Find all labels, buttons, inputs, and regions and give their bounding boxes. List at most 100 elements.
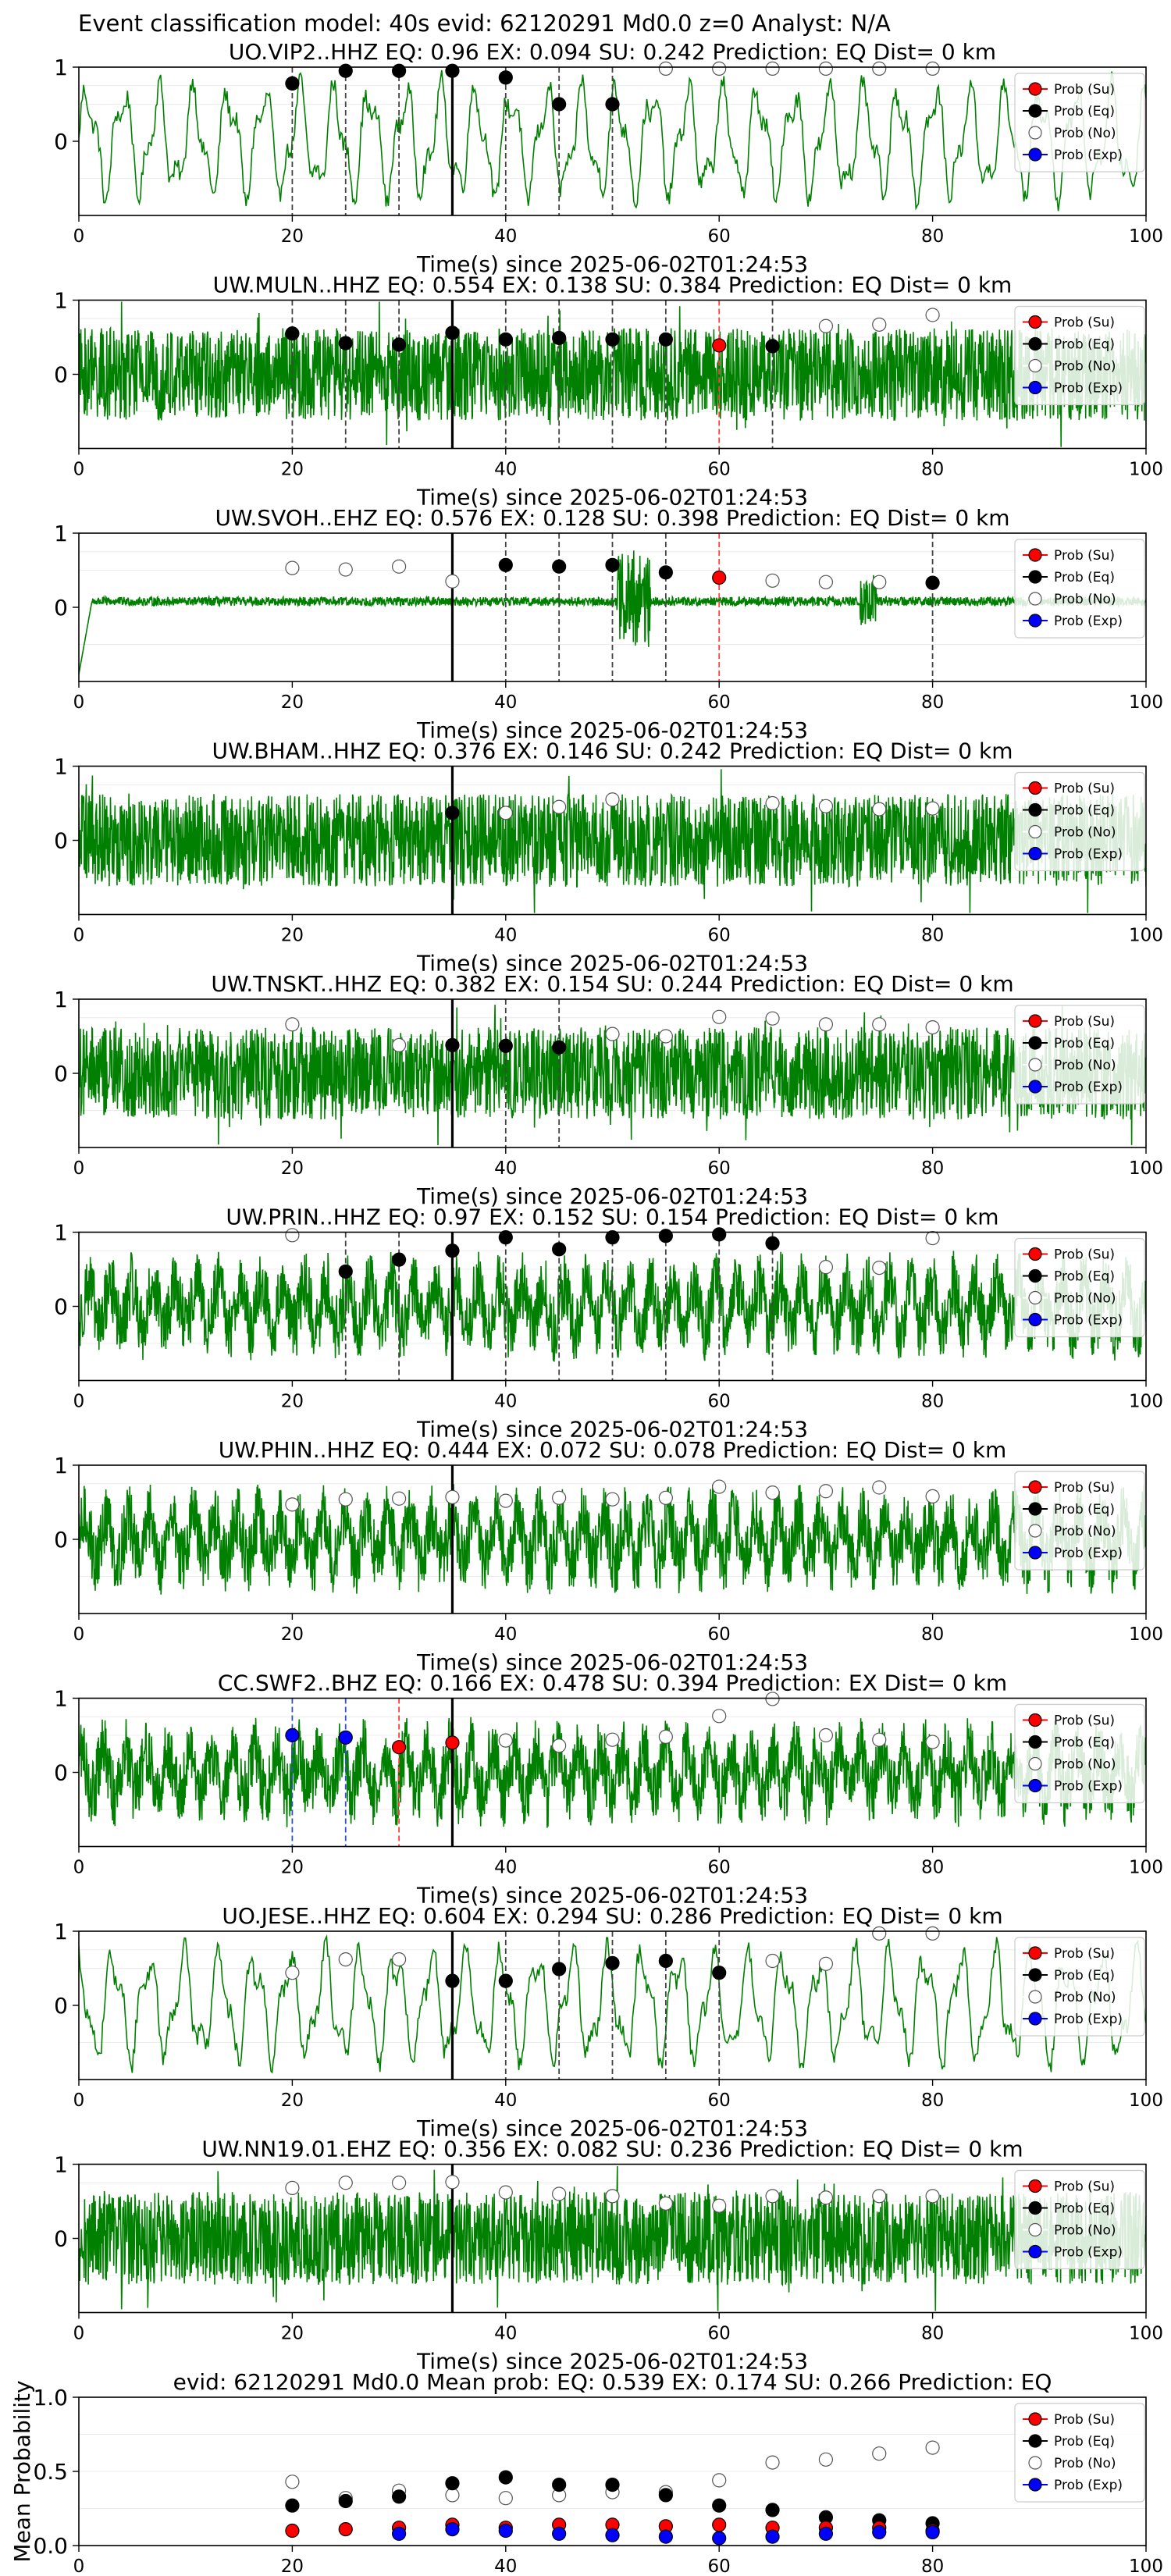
prob-eq-point: [712, 1227, 727, 1242]
prob-no-point: [925, 1926, 940, 1941]
x-tick-label: 80: [921, 1158, 944, 1179]
legend-marker-no: [1028, 2222, 1042, 2237]
waveform-trace: [79, 1005, 1146, 1146]
legend-marker-exp: [1028, 1312, 1042, 1327]
grid: [79, 2434, 1146, 2509]
prob-no-point: [552, 1738, 567, 1753]
x-tick-label: 60: [708, 2324, 731, 2344]
panel-1: UO.VIP2..HHZ EQ: 0.96 EX: 0.094 SU: 0.24…: [54, 39, 1163, 277]
prob-no-point: [285, 1017, 300, 1032]
x-tick-label: 80: [921, 2324, 944, 2344]
legend-marker-exp: [1028, 1778, 1042, 1793]
x-tick-label: 0: [73, 1392, 85, 1412]
prob-no-point: [765, 1692, 780, 1706]
legend-label-exp: Prob (Exp): [1054, 2012, 1123, 2027]
x-tick-label: 0: [73, 460, 85, 480]
panel-title: UW.PRIN..HHZ EQ: 0.97 EX: 0.152 SU: 0.15…: [226, 1204, 998, 1230]
prob-eq-point: [392, 1252, 407, 1267]
legend-label-exp: Prob (Exp): [1054, 1779, 1123, 1795]
prob-eq-point: [658, 565, 673, 580]
legend-label-eq: Prob (Eq): [1054, 337, 1115, 353]
prob-no-point: [658, 2196, 673, 2211]
panel-8: CC.SWF2..BHZ EQ: 0.166 EX: 0.478 SU: 0.3…: [54, 1670, 1163, 1909]
legend-label-no: Prob (No): [1054, 126, 1116, 141]
prob-eq-point: [338, 336, 353, 350]
legend: Prob (Su) Prob (Eq) Prob (No) Prob (Exp): [1014, 771, 1145, 872]
prob-no-point: [818, 1017, 834, 1032]
prob-eq-point: [392, 2489, 407, 2504]
y-tick-label: 1: [54, 2152, 68, 2178]
prob-no-point: [872, 2189, 887, 2204]
x-tick-label: 40: [494, 926, 517, 946]
legend-marker-eq: [1028, 104, 1042, 118]
x-tick-label: 100: [1129, 226, 1163, 247]
x-tick-label: 20: [281, 1624, 304, 1645]
legend-label-eq: Prob (Eq): [1054, 104, 1115, 119]
prob-eq-point: [712, 1966, 727, 1980]
waveform-trace: [79, 1934, 1146, 2074]
legend-marker-eq: [1028, 1502, 1042, 1516]
waveform-trace: [79, 69, 1146, 212]
prob-exp-point: [338, 1730, 353, 1745]
x-axis-label: Time(s) since 2025-06-02T01:24:53: [416, 1183, 808, 1209]
prob-no-point: [818, 2190, 834, 2205]
x-tick-label: 40: [494, 1624, 517, 1645]
prob-no-point: [498, 1493, 513, 1508]
x-tick-label: 60: [708, 226, 731, 247]
legend-marker-su: [1028, 1014, 1042, 1028]
x-axis-label: Time(s) since 2025-06-02T01:24:53: [416, 2349, 808, 2375]
legend-label-no: Prob (No): [1054, 1757, 1116, 1773]
legend: Prob (Su) Prob (Eq) Prob (No) Prob (Exp): [1014, 1237, 1145, 1338]
prob-no-point: [925, 1230, 940, 1246]
panels: UO.VIP2..HHZ EQ: 0.96 EX: 0.094 SU: 0.24…: [9, 39, 1163, 2576]
legend-label-exp: Prob (Exp): [1054, 1080, 1123, 1095]
x-tick-label: 80: [921, 926, 944, 946]
waveform-trace: [79, 1484, 1146, 1595]
legend-marker-exp: [1028, 846, 1042, 861]
legend-label-no: Prob (No): [1054, 1990, 1116, 2005]
x-tick-label: 20: [281, 1158, 304, 1179]
prob-eq-point: [338, 63, 353, 78]
legend-marker-su: [1028, 82, 1042, 96]
legend-marker-eq: [1028, 1268, 1042, 1283]
legend-marker-no: [1028, 358, 1042, 373]
y-tick-label: 0.0: [33, 2533, 68, 2559]
prob-exp-point: [818, 2526, 834, 2541]
prob-eq-point: [392, 63, 407, 78]
legend-label-no: Prob (No): [1054, 1524, 1116, 1539]
prob-no-point: [872, 1480, 887, 1495]
x-tick-label: 60: [708, 1624, 731, 1645]
prob-no-point: [445, 574, 460, 589]
legend-label-eq: Prob (Eq): [1054, 803, 1115, 819]
legend-label-no: Prob (No): [1054, 1058, 1116, 1073]
x-tick-label: 0: [73, 1858, 85, 1878]
prob-eq-point: [285, 326, 300, 341]
prob-eq-point: [445, 1244, 460, 1258]
legend-marker-no: [1028, 2456, 1042, 2470]
prob-no-point: [712, 2198, 727, 2213]
legend-label-exp: Prob (Exp): [1054, 381, 1123, 397]
x-tick-label: 20: [281, 226, 304, 247]
y-tick-label: 0: [54, 129, 68, 155]
legend-box: [1014, 2169, 1145, 2270]
legend: Prob (Su) Prob (Eq) Prob (No) Prob (Exp): [1014, 2169, 1145, 2270]
legend-box: [1014, 1937, 1145, 2037]
x-tick-label: 20: [281, 1392, 304, 1412]
prob-no-point: [392, 2176, 407, 2190]
x-tick-label: 20: [281, 460, 304, 480]
legend-marker-no: [1028, 1756, 1042, 1771]
prob-eq-point: [605, 557, 620, 572]
prob-no-point: [392, 559, 407, 574]
legend: Prob (Su) Prob (Eq) Prob (No) Prob (Exp): [1014, 2403, 1145, 2503]
prob-eq-point: [658, 1953, 673, 1969]
legend-marker-no: [1028, 126, 1042, 140]
prob-eq-point: [498, 1038, 513, 1053]
prob-no-point: [338, 1492, 353, 1507]
legend-label-no: Prob (No): [1054, 592, 1116, 607]
prob-eq-point: [445, 2476, 460, 2491]
x-tick-label: 80: [921, 1858, 944, 1878]
legend-box: [1014, 1237, 1145, 1338]
prob-no-point: [285, 560, 300, 575]
prob-no-point: [552, 2186, 567, 2201]
legend-marker-exp: [1028, 2478, 1042, 2492]
